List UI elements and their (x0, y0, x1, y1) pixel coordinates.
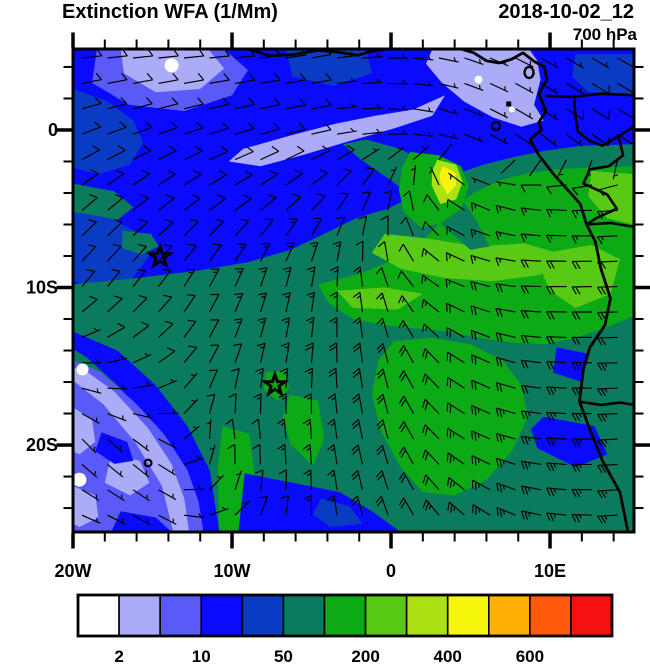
contour-region (531, 416, 608, 468)
contour-region (73, 331, 220, 532)
country-border (585, 221, 634, 229)
contour-region (73, 211, 150, 288)
contour-region (73, 89, 143, 175)
plot-level: 700 hPa (572, 25, 637, 44)
island-marker (506, 101, 512, 107)
contour-region (228, 95, 446, 167)
station-marker-star (260, 369, 290, 398)
island-outline (523, 65, 535, 80)
contour-region (371, 233, 557, 282)
contour-region (73, 366, 190, 532)
y-axis-label: 0 (48, 120, 58, 140)
colorbar-cell (118, 594, 161, 637)
island-outline (143, 458, 153, 468)
map-frame (71, 47, 636, 534)
contour-region (73, 407, 96, 455)
country-border (578, 400, 634, 407)
x-axis-label: 20W (54, 561, 91, 581)
colorbar-tick-label: 10 (192, 647, 211, 666)
station-marker-star (145, 241, 175, 270)
contour-region (553, 347, 589, 382)
colorbar-cell (529, 594, 572, 637)
contour-region (73, 472, 87, 487)
contour-region (164, 58, 179, 73)
plot-datetime: 2018-10-02_12 (498, 1, 634, 23)
colorbar-cell (77, 594, 120, 637)
contour-region (588, 170, 634, 225)
colorbar-tick-label: 50 (274, 647, 293, 666)
wind-barbs (81, 49, 634, 526)
contour-region (439, 166, 457, 195)
contour-region (104, 454, 150, 496)
colorbar-cell (282, 594, 326, 637)
x-axis-label: 10W (213, 561, 250, 581)
y-axis-label: 20S (26, 435, 58, 455)
contour-region (474, 75, 483, 84)
colorbar-cell (364, 594, 408, 637)
x-axis-label: 10E (534, 561, 566, 581)
y-axis-label: 10S (26, 278, 58, 298)
contour-region (313, 498, 363, 527)
colorbar-cell (487, 594, 531, 637)
coastline (459, 49, 630, 532)
axis-ticks (56, 32, 650, 549)
plot-title: Extinction WFA (1/Mm) (62, 1, 278, 23)
colorbar-cell (159, 594, 203, 637)
colorbar-cell (446, 594, 490, 637)
contour-region (122, 230, 159, 255)
country-border (617, 125, 634, 138)
colorbar-cell (405, 594, 449, 637)
colorbar: 2 10 50 200 400 600 (76, 593, 614, 666)
colorbar-tick-label: 600 (516, 647, 544, 666)
contour-region (286, 49, 372, 86)
island-outline (490, 120, 502, 132)
contour-region (426, 49, 544, 127)
contour-region (282, 394, 325, 466)
contour-region (371, 337, 528, 496)
country-border (572, 94, 625, 226)
map-layers (73, 49, 634, 532)
colorbar-cell (570, 594, 613, 637)
colorbar-tick-label: 200 (351, 647, 379, 666)
contour-region (76, 363, 89, 376)
colorbar-tick-label: 400 (434, 647, 462, 666)
contour-region (111, 511, 172, 532)
colorbar-cell (323, 594, 367, 637)
colorbar-cell (200, 594, 244, 637)
colorbar-border (76, 593, 614, 638)
contour-region (95, 432, 134, 464)
x-axis-label: 0 (386, 561, 396, 581)
contour-region (508, 106, 515, 113)
contour-region (73, 183, 134, 220)
country-border (545, 92, 634, 99)
colorbar-tick-label: 2 (114, 647, 123, 666)
colorbar-cell (241, 594, 285, 637)
